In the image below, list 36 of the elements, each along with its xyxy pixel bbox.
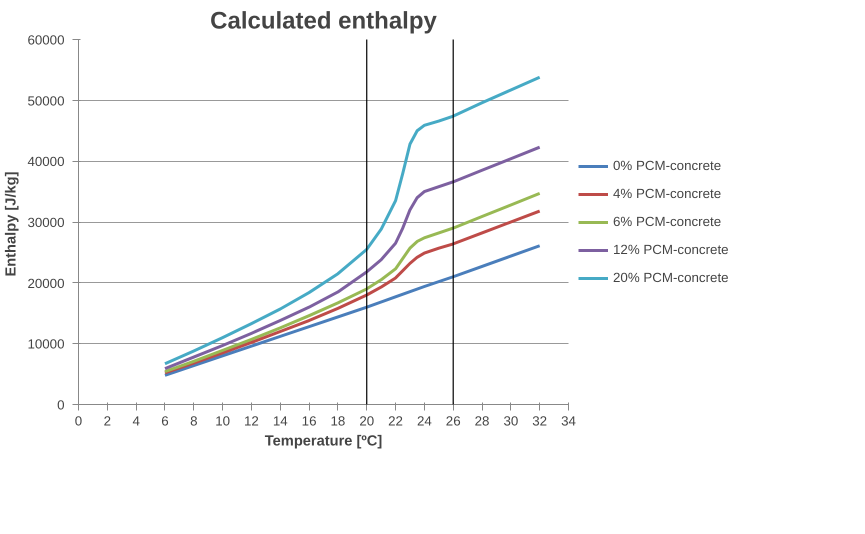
line-series [163,244,542,377]
legend-label: 6% PCM-concrete [613,214,722,229]
line-series [163,76,542,366]
legend-label: 0% PCM-concrete [613,158,722,173]
legend-label: 4% PCM-concrete [613,186,722,201]
x-tick-label: 22 [388,414,403,428]
x-tick-label: 6 [161,414,169,428]
y-tick-label: 30000 [27,215,64,230]
y-tick-label: 50000 [27,93,64,108]
x-tick-label: 8 [190,414,198,428]
line-series [163,146,542,370]
y-tick-label: 20000 [27,276,64,291]
y-tick-label: 10000 [27,336,64,352]
y-tick-label: 60000 [27,32,64,48]
x-tick-label: 2 [104,414,112,428]
legend-label: 20% PCM-concrete [613,270,729,285]
y-tick-label: 0 [57,398,65,412]
x-tick-label: 16 [302,414,317,428]
y-axis-title: Enthalpy [J/kg] [3,171,20,277]
x-tick-label: 26 [446,414,461,428]
x-tick-label: 24 [416,414,432,428]
x-tick-label: 0 [74,414,82,428]
x-tick-label: 18 [330,414,346,428]
x-tick-label: 30 [503,414,518,428]
x-tick-label: 14 [272,414,288,428]
legend-label: 12% PCM-concrete [613,242,729,257]
chart-title: Calculated enthalpy [210,8,438,34]
x-tick-label: 12 [244,414,259,428]
x-tick-label: 28 [474,414,490,428]
x-tick-label: 10 [215,414,230,428]
y-tick-label: 40000 [27,154,64,170]
x-tick-label: 34 [561,414,576,428]
x-axis-title: Temperature [ºC] [264,434,382,450]
x-tick-label: 32 [532,414,548,428]
x-tick-label: 20 [359,414,374,428]
x-tick-label: 4 [132,414,140,428]
